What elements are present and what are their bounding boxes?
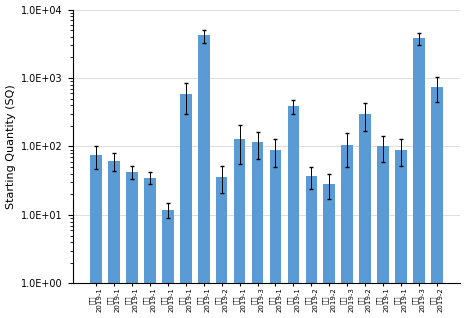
Bar xyxy=(144,178,156,318)
Bar xyxy=(359,114,371,318)
Bar xyxy=(126,172,138,318)
Bar xyxy=(180,94,192,318)
Bar xyxy=(306,176,317,318)
Bar xyxy=(413,38,425,318)
Bar xyxy=(288,106,299,318)
Bar xyxy=(162,210,174,318)
Bar xyxy=(198,35,210,318)
Bar xyxy=(234,139,246,318)
Bar xyxy=(395,149,407,318)
Bar xyxy=(90,155,102,318)
Bar xyxy=(342,145,353,318)
Y-axis label: Starting Quantity (SQ): Starting Quantity (SQ) xyxy=(6,84,15,209)
Bar xyxy=(431,86,443,318)
Bar xyxy=(216,177,227,318)
Bar xyxy=(270,149,281,318)
Bar xyxy=(377,147,389,318)
Bar xyxy=(252,142,263,318)
Bar xyxy=(108,161,120,318)
Bar xyxy=(323,184,335,318)
